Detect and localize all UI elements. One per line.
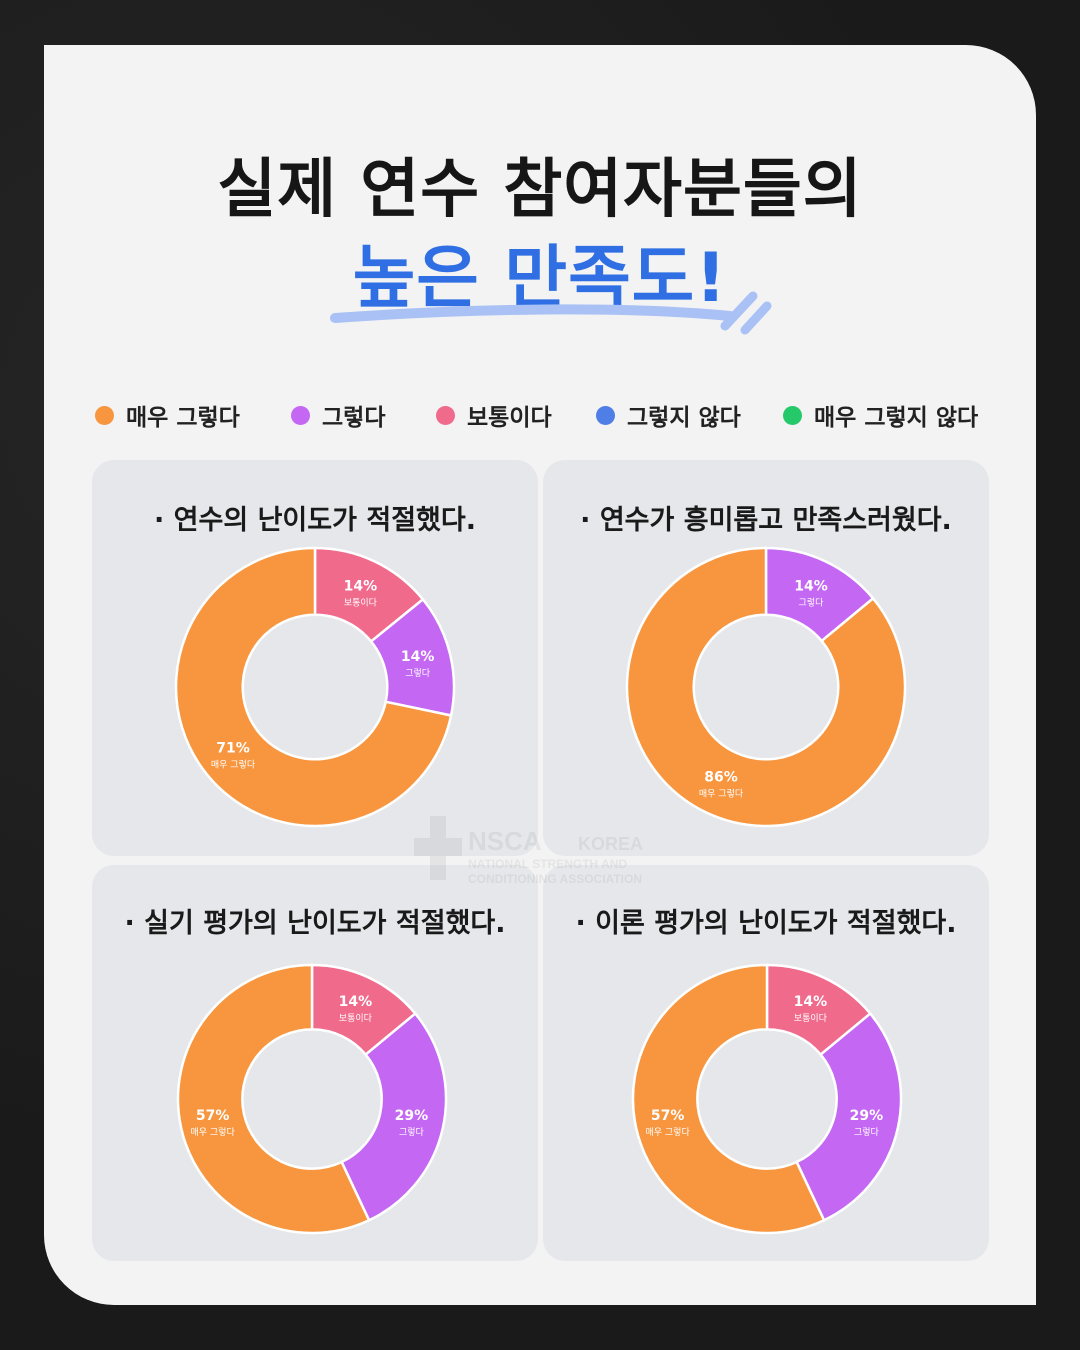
slice-percent-label: 29% xyxy=(395,1108,429,1124)
donut-slice xyxy=(176,963,371,1235)
chart-title: · 연수의 난이도가 적절했다. xyxy=(154,505,476,536)
legend-dot-icon xyxy=(95,405,114,425)
chart-legend: 매우 그렇다 그렇다 보통이다 그렇지 않다 매우 그렇지 않다 xyxy=(95,398,995,434)
donut-chart: 14% 보통이다 14% 그렇다 71% 매우 그렇다 xyxy=(174,546,456,828)
donut-chart: 14% 보통이다 29% 그렇다 57% 매우 그렇다 xyxy=(176,963,448,1235)
legend-dot-icon xyxy=(783,405,802,425)
legend-item: 그렇지 않다 xyxy=(596,398,741,432)
donut-slice xyxy=(795,1011,903,1222)
slice-category-label: 그렇다 xyxy=(399,1127,425,1138)
brush-underline-icon xyxy=(330,291,772,335)
slice-percent-label: 14% xyxy=(344,579,378,595)
chart-panel-4: · 이론 평가의 난이도가 적절했다. 14% 보통이다 29% 그렇다 57% 매우 그… xyxy=(543,865,989,1261)
slice-percent-label: 14% xyxy=(794,994,828,1010)
chart-panel-2: · 연수가 흥미롭고 만족스러웠다. 14% 그렇다 86% 매우 그렇다 xyxy=(543,460,989,856)
watermark-line1: NATIONAL STRENGTH AND xyxy=(468,857,627,871)
slice-percent-label: 71% xyxy=(216,741,250,757)
donut-slice xyxy=(631,963,826,1235)
legend-dot-icon xyxy=(291,405,310,425)
slice-percent-label: 86% xyxy=(704,770,738,786)
slice-category-label: 매우 그렇다 xyxy=(699,789,744,800)
slice-percent-label: 57% xyxy=(196,1108,230,1124)
slice-category-label: 보통이다 xyxy=(794,1013,828,1024)
legend-label: 보통이다 xyxy=(467,405,552,431)
chart-title: · 연수가 흥미롭고 만족스러웠다. xyxy=(580,505,952,536)
slice-category-label: 매우 그렇다 xyxy=(645,1127,690,1138)
slice-percent-label: 14% xyxy=(401,649,435,665)
legend-label: 그렇다 xyxy=(322,405,386,431)
watermark-country: KOREA xyxy=(578,834,643,854)
donut-chart: 14% 보통이다 29% 그렇다 57% 매우 그렇다 xyxy=(631,963,903,1235)
chart-panel-3: · 실기 평가의 난이도가 적절했다. 14% 보통이다 29% 그렇다 57% 매우 그… xyxy=(92,865,538,1261)
slice-category-label: 보통이다 xyxy=(344,598,378,609)
page-title: 실제 연수 참여자분들의 xyxy=(217,153,863,227)
slice-category-label: 그렇다 xyxy=(405,668,431,679)
legend-item: 매우 그렇다 xyxy=(95,398,240,432)
legend-label: 매우 그렇지 않다 xyxy=(814,405,979,431)
chart-title: · 이론 평가의 난이도가 적절했다. xyxy=(575,908,957,939)
legend-item: 그렇다 xyxy=(291,398,385,432)
legend-item: 매우 그렇지 않다 xyxy=(783,398,978,432)
donut-slice xyxy=(625,546,907,828)
slice-percent-label: 14% xyxy=(339,994,373,1010)
chart-title: · 실기 평가의 난이도가 적절했다. xyxy=(124,908,506,939)
chart-panel-1: · 연수의 난이도가 적절했다. 14% 보통이다 14% 그렇다 71% 매우 그렇다 xyxy=(92,460,538,856)
slice-percent-label: 57% xyxy=(651,1108,685,1124)
legend-label: 그렇지 않다 xyxy=(627,405,741,431)
watermark-line2: CONDITIONING ASSOCIATION xyxy=(468,872,642,886)
slice-category-label: 그렇다 xyxy=(799,597,825,608)
donut-slice xyxy=(340,1011,448,1222)
slice-percent-label: 14% xyxy=(794,578,828,594)
watermark-brand: NSCA xyxy=(468,826,542,856)
slice-category-label: 보통이다 xyxy=(339,1013,373,1024)
donut-chart: 14% 그렇다 86% 매우 그렇다 xyxy=(625,546,907,828)
legend-dot-icon xyxy=(436,405,455,425)
nsca-watermark-logo: NSCA KOREA NATIONAL STRENGTH AND CONDITI… xyxy=(414,816,643,886)
donut-slice xyxy=(174,546,453,828)
legend-dot-icon xyxy=(596,405,615,425)
slice-percent-label: 29% xyxy=(850,1108,884,1124)
legend-label: 매우 그렇다 xyxy=(126,405,240,431)
slice-category-label: 매우 그렇다 xyxy=(211,760,256,771)
legend-item: 보통이다 xyxy=(436,398,552,432)
slice-category-label: 그렇다 xyxy=(854,1127,880,1138)
slice-category-label: 매우 그렇다 xyxy=(190,1127,235,1138)
